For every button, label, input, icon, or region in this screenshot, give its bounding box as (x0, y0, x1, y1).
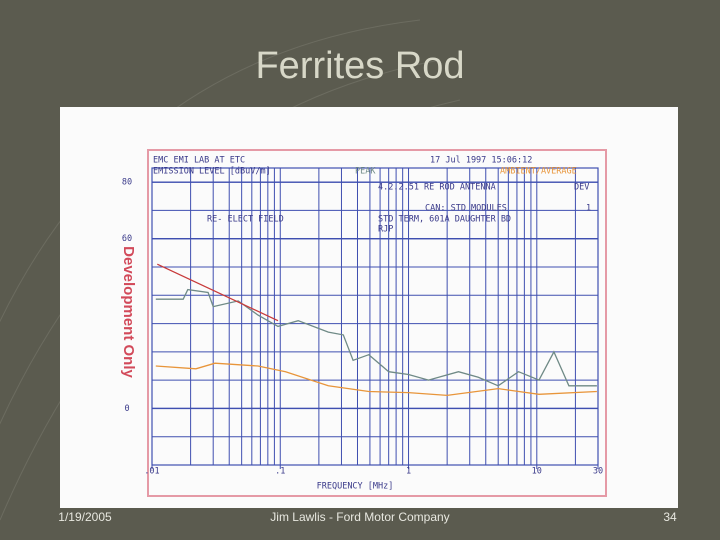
chart-frame (147, 149, 607, 497)
footer-author: Jim Lawlis - Ford Motor Company (270, 510, 449, 524)
plot-area (151, 167, 599, 466)
slide-title: Ferrites Rod (255, 45, 464, 87)
series-line (157, 263, 279, 322)
annotation: CAN: STD MODULES (425, 204, 507, 214)
x-tick-label: .01 (144, 467, 159, 477)
annotation: 17 Jul 1997 15:06:12 (430, 156, 532, 166)
x-tick-label: .1 (275, 467, 285, 477)
stamp: Development Only (120, 246, 137, 378)
chart: 0 60 80 .01 .1 1 10 30 FREQUENCY [MHz] EMC EMI LA… (120, 156, 603, 492)
series-line (155, 288, 597, 387)
y-tick-label: 0 (124, 404, 129, 414)
annotation: RJP (378, 225, 393, 235)
y-tick-label: 60 (122, 234, 132, 244)
series-line (155, 362, 597, 397)
annotation: EMISSION LEVEL [dBuV/m] (153, 167, 271, 177)
legend-label: AMBIENT/AVERAGE (500, 167, 577, 177)
annotation: STD TERM, 601A DAUGHTER BD (378, 215, 511, 225)
annotation: DEV (574, 183, 589, 193)
legend-label: PEAK (355, 167, 376, 177)
annotation: 1 (586, 204, 591, 214)
x-tick-label: 30 (593, 467, 603, 477)
annotation: RE- ELECT FIELD (207, 215, 284, 225)
y-tick-label: 80 (122, 178, 132, 188)
x-axis-label: FREQUENCY [MHz] (317, 482, 394, 492)
annotation: 4.2.2.51 RE ROD ANTENNA (378, 183, 496, 193)
page-number: 34 (663, 510, 677, 524)
x-tick-label: 1 (406, 467, 411, 477)
footer-date: 1/19/2005 (58, 510, 112, 524)
x-tick-label: 10 (532, 467, 542, 477)
annotation: EMC EMI LAB AT ETC (153, 156, 245, 166)
